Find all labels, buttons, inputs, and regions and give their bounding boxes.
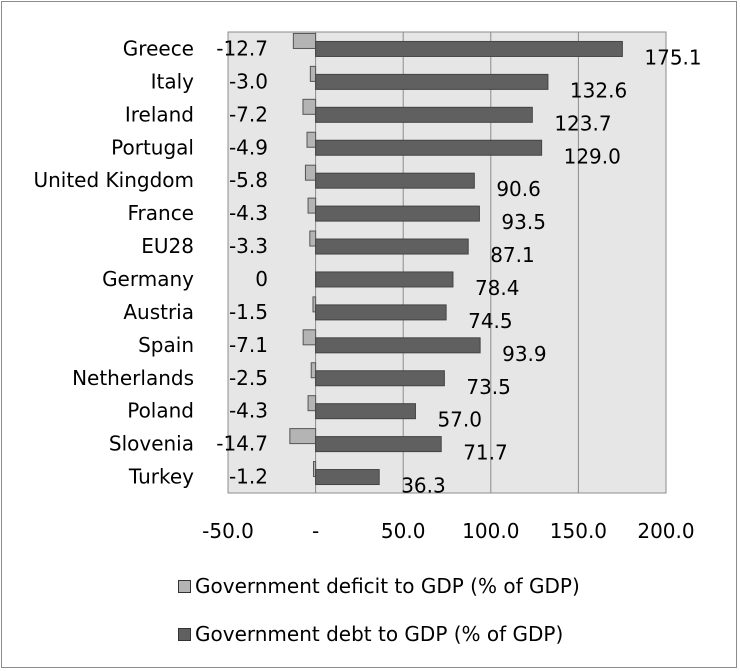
category-label: France bbox=[127, 201, 194, 225]
legend-label-debt: Government debt to GDP (% of GDP) bbox=[195, 622, 564, 646]
debt-bar bbox=[315, 304, 447, 321]
x-tick-label: 150.0 bbox=[550, 519, 607, 543]
x-tick-label: -50.0 bbox=[202, 519, 254, 543]
legend-item-deficit: Government deficit to GDP (% of GDP) bbox=[178, 574, 580, 598]
deficit-bar bbox=[309, 230, 317, 247]
deficit-data-label: -7.2 bbox=[229, 102, 268, 126]
debt-data-label: 175.1 bbox=[644, 45, 701, 69]
debt-bar bbox=[315, 205, 480, 222]
x-tick-label: 50.0 bbox=[381, 519, 426, 543]
deficit-data-label: -7.1 bbox=[229, 333, 268, 357]
bars bbox=[289, 32, 623, 486]
category-label: United Kingdom bbox=[33, 168, 194, 192]
category-label: Slovenia bbox=[109, 432, 194, 456]
legend-item-debt: Government debt to GDP (% of GDP) bbox=[178, 622, 563, 646]
debt-data-label: 71.7 bbox=[463, 441, 508, 465]
debt-data-label: 129.0 bbox=[564, 144, 621, 168]
debt-data-label: 73.5 bbox=[466, 375, 511, 399]
debt-bar bbox=[315, 436, 442, 453]
debt-data-label: 90.6 bbox=[496, 177, 541, 201]
deficit-data-label: -14.7 bbox=[216, 432, 268, 456]
deficit-bar bbox=[307, 197, 317, 214]
debt-bar bbox=[315, 73, 549, 90]
deficit-bar bbox=[302, 329, 317, 346]
deficit-data-label: -3.0 bbox=[229, 69, 268, 93]
debt-data-label: 78.4 bbox=[475, 276, 520, 300]
debt-bar bbox=[315, 271, 454, 288]
category-label: Austria bbox=[123, 300, 194, 324]
debt-bar bbox=[315, 238, 469, 255]
legend-swatch-debt bbox=[178, 627, 191, 641]
debt-data-label: 74.5 bbox=[468, 309, 513, 333]
deficit-data-label: -2.5 bbox=[229, 366, 268, 390]
debt-data-label: 132.6 bbox=[570, 78, 627, 102]
category-label: EU28 bbox=[141, 234, 194, 258]
debt-bar bbox=[315, 370, 445, 387]
debt-data-label: 87.1 bbox=[490, 243, 535, 267]
deficit-data-label: -12.7 bbox=[216, 36, 268, 60]
category-label: Spain bbox=[138, 333, 194, 357]
deficit-bar bbox=[289, 428, 317, 445]
debt-bar bbox=[315, 172, 475, 189]
deficit-bar bbox=[309, 65, 317, 82]
category-label: Greece bbox=[123, 36, 194, 60]
deficit-data-label: -1.5 bbox=[229, 300, 268, 324]
category-label: Portugal bbox=[111, 135, 194, 159]
deficit-data-label: -4.3 bbox=[229, 399, 268, 423]
x-tick-label: - bbox=[312, 519, 319, 543]
x-tick-label: 100.0 bbox=[462, 519, 519, 543]
debt-bar bbox=[315, 337, 481, 354]
debt-bar bbox=[315, 469, 380, 486]
deficit-bar bbox=[306, 131, 317, 148]
category-label: Germany bbox=[102, 267, 194, 291]
deficit-bar bbox=[310, 362, 317, 379]
deficit-data-label: -4.9 bbox=[229, 135, 268, 159]
deficit-data-label: -3.3 bbox=[229, 234, 268, 258]
debt-bar bbox=[315, 403, 416, 420]
deficit-bar bbox=[304, 164, 317, 181]
debt-data-label: 93.5 bbox=[501, 210, 546, 234]
debt-data-label: 57.0 bbox=[437, 408, 482, 432]
debt-data-label: 36.3 bbox=[401, 474, 446, 498]
deficit-data-label: -1.2 bbox=[229, 465, 268, 489]
x-axis-tick-labels: -50.0-50.0 100.0 150.0 200.0 bbox=[202, 519, 695, 543]
debt-data-label: 123.7 bbox=[554, 111, 611, 135]
deficit-bar bbox=[307, 395, 317, 412]
category-labels: Greece Italy Ireland Portugal United Kingdom… bbox=[33, 36, 194, 488]
category-label: Ireland bbox=[125, 102, 194, 126]
x-tick-label: 200.0 bbox=[637, 519, 694, 543]
data-labels: -12.7 175.1 -3.0 132.6 -7.2 123.7 -4.9 129.0 -5.… bbox=[216, 36, 701, 497]
category-label: Netherlands bbox=[72, 366, 194, 390]
deficit-bar bbox=[292, 32, 317, 49]
debt-data-label: 93.9 bbox=[502, 342, 547, 366]
deficit-data-label: -5.8 bbox=[229, 168, 268, 192]
category-label: Italy bbox=[151, 69, 195, 93]
debt-bar bbox=[315, 139, 543, 156]
deficit-bar bbox=[302, 98, 317, 115]
deficit-data-label: -4.3 bbox=[229, 201, 268, 225]
category-label: Poland bbox=[127, 399, 194, 423]
legend-swatch-deficit bbox=[178, 579, 191, 593]
debt-bar bbox=[315, 40, 623, 57]
deficit-data-label: 0 bbox=[255, 267, 268, 291]
legend-label-deficit: Government deficit to GDP (% of GDP) bbox=[195, 574, 580, 598]
debt-bar bbox=[315, 106, 533, 123]
category-label: Turkey bbox=[128, 465, 194, 489]
